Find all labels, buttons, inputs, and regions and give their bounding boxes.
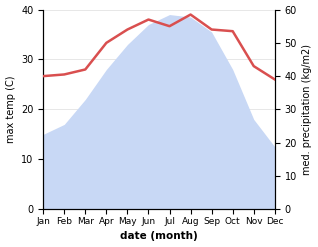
X-axis label: date (month): date (month) [120, 231, 198, 242]
Y-axis label: med. precipitation (kg/m2): med. precipitation (kg/m2) [302, 44, 313, 175]
Y-axis label: max temp (C): max temp (C) [5, 76, 16, 143]
